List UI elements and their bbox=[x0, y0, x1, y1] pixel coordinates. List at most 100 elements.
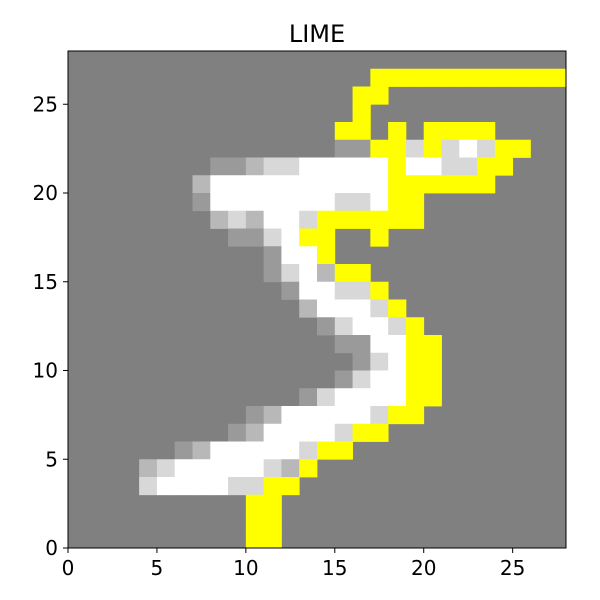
digit-pixel-cell bbox=[388, 317, 407, 336]
y-tick-label: 15 bbox=[33, 270, 58, 294]
digit-pixel-cell bbox=[352, 175, 371, 194]
digit-pixel-cell bbox=[317, 175, 336, 194]
digit-pixel-cell bbox=[388, 352, 407, 371]
digit-pixel-cell bbox=[139, 477, 158, 496]
digit-pixel-cell bbox=[352, 193, 371, 212]
lime-highlight-cell bbox=[388, 175, 407, 194]
lime-highlight-cell bbox=[423, 352, 442, 371]
digit-pixel-cell bbox=[263, 193, 282, 212]
digit-pixel-cell bbox=[423, 157, 442, 176]
digit-pixel-cell bbox=[299, 406, 318, 425]
digit-pixel-cell bbox=[156, 459, 176, 478]
digit-pixel-cell bbox=[263, 210, 282, 229]
x-tick-label: 20 bbox=[411, 556, 436, 580]
lime-highlight-cell bbox=[494, 157, 514, 176]
lime-highlight-cell bbox=[459, 122, 478, 141]
digit-pixel-cell bbox=[459, 157, 478, 176]
digit-pixel-cell bbox=[370, 335, 389, 354]
digit-pixel-cell bbox=[388, 370, 407, 389]
digit-pixel-cell bbox=[281, 193, 300, 212]
lime-highlight-cell bbox=[370, 210, 389, 229]
lime-highlight-cell bbox=[370, 228, 389, 247]
digit-pixel-cell bbox=[210, 157, 229, 176]
digit-pixel-cell bbox=[228, 477, 247, 496]
lime-highlight-cell bbox=[245, 494, 265, 513]
digit-pixel-cell bbox=[192, 477, 211, 496]
digit-pixel-cell bbox=[370, 157, 389, 176]
digit-pixel-cell bbox=[477, 139, 496, 158]
lime-highlight-cell bbox=[405, 406, 425, 425]
digit-pixel-cell bbox=[317, 264, 336, 283]
lime-highlight-cell bbox=[352, 210, 371, 229]
lime-highlight-cell bbox=[459, 68, 478, 87]
digit-pixel-cell bbox=[192, 193, 211, 212]
digit-pixel-cell bbox=[334, 299, 353, 318]
digit-pixel-cell bbox=[245, 406, 265, 425]
digit-pixel-cell bbox=[245, 210, 265, 229]
digit-pixel-cell bbox=[174, 441, 193, 460]
digit-pixel-cell bbox=[245, 441, 265, 460]
lime-highlight-cell bbox=[441, 175, 460, 194]
lime-highlight-cell bbox=[388, 68, 407, 87]
lime-highlight-cell bbox=[405, 175, 425, 194]
digit-pixel-cell bbox=[334, 335, 353, 354]
digit-pixel-cell bbox=[334, 157, 353, 176]
digit-pixel-cell bbox=[174, 477, 193, 496]
lime-highlight-cell bbox=[423, 335, 442, 354]
lime-highlight-cell bbox=[334, 264, 353, 283]
digit-pixel-cell bbox=[245, 193, 265, 212]
lime-highlight-cell bbox=[388, 157, 407, 176]
digit-pixel-cell bbox=[352, 281, 371, 300]
digit-pixel-cell bbox=[370, 370, 389, 389]
digit-pixel-cell bbox=[370, 406, 389, 425]
digit-pixel-cell bbox=[263, 246, 282, 265]
digit-pixel-cell bbox=[228, 441, 247, 460]
digit-pixel-cell bbox=[334, 281, 353, 300]
digit-pixel-cell bbox=[299, 441, 318, 460]
digit-pixel-cell bbox=[352, 370, 371, 389]
digit-pixel-cell bbox=[334, 139, 353, 158]
digit-pixel-cell bbox=[299, 175, 318, 194]
digit-pixel-cell bbox=[210, 459, 229, 478]
digit-pixel-cell bbox=[245, 459, 265, 478]
lime-highlight-cell bbox=[263, 512, 282, 531]
lime-highlight-cell bbox=[388, 299, 407, 318]
lime-highlight-cell bbox=[494, 68, 514, 87]
digit-pixel-cell bbox=[174, 459, 193, 478]
lime-highlight-cell bbox=[530, 68, 549, 87]
digit-pixel-cell bbox=[299, 210, 318, 229]
lime-highlight-cell bbox=[388, 210, 407, 229]
lime-highlight-cell bbox=[317, 210, 336, 229]
digit-pixel-cell bbox=[405, 157, 425, 176]
y-tick-label: 25 bbox=[33, 92, 58, 116]
digit-pixel-cell bbox=[281, 441, 300, 460]
lime-highlight-cell bbox=[423, 175, 442, 194]
digit-pixel-cell bbox=[210, 193, 229, 212]
digit-pixel-cell bbox=[245, 423, 265, 442]
digit-pixel-cell bbox=[281, 459, 300, 478]
digit-pixel-cell bbox=[281, 157, 300, 176]
digit-pixel-cell bbox=[245, 477, 265, 496]
lime-highlight-cell bbox=[263, 530, 282, 549]
lime-highlight-cell bbox=[405, 335, 425, 354]
digit-pixel-cell bbox=[281, 228, 300, 247]
x-tick-label: 15 bbox=[322, 556, 347, 580]
digit-pixel-cell bbox=[334, 175, 353, 194]
lime-highlight-cell bbox=[370, 281, 389, 300]
digit-pixel-cell bbox=[334, 370, 353, 389]
lime-highlight-cell bbox=[441, 68, 460, 87]
digit-pixel-cell bbox=[299, 281, 318, 300]
lime-highlight-cell bbox=[388, 193, 407, 212]
digit-pixel-cell bbox=[388, 388, 407, 407]
digit-pixel-cell bbox=[334, 406, 353, 425]
digit-pixel-cell bbox=[334, 193, 353, 212]
lime-highlight-cell bbox=[388, 406, 407, 425]
lime-highlight-cell bbox=[352, 104, 371, 123]
y-tick-label: 20 bbox=[33, 181, 58, 205]
digit-pixel-cell bbox=[210, 210, 229, 229]
digit-pixel-cell bbox=[317, 406, 336, 425]
digit-pixel-cell bbox=[263, 157, 282, 176]
lime-highlight-cell bbox=[423, 139, 442, 158]
